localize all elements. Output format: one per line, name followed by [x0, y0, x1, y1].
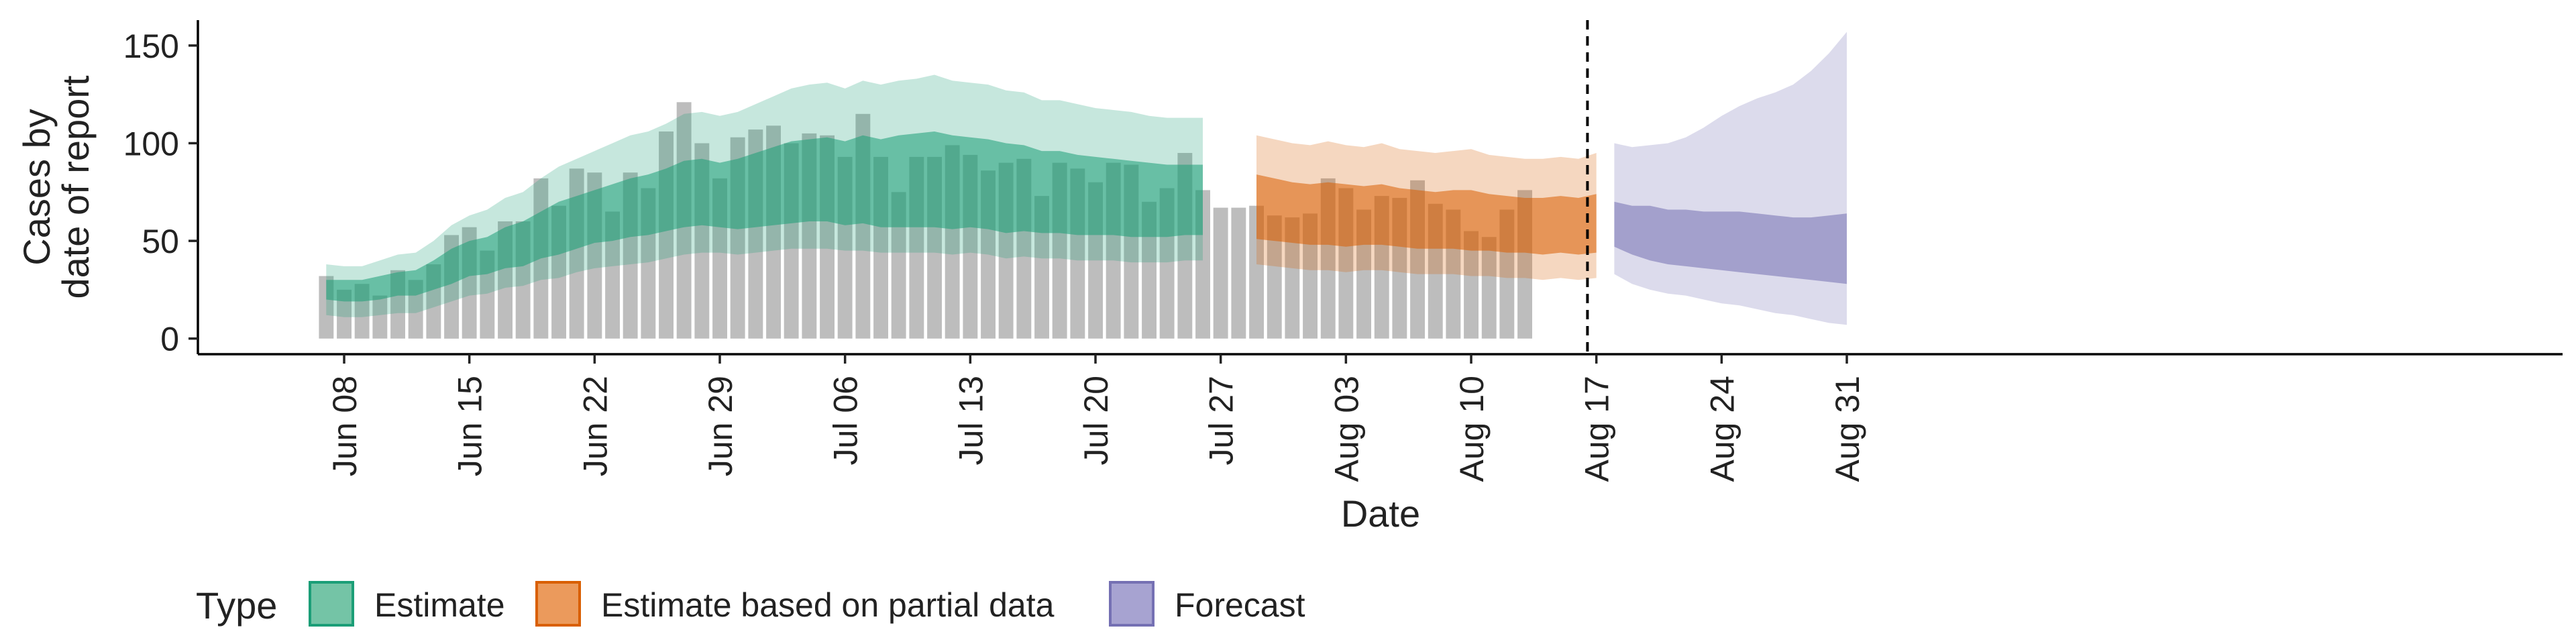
x-tick-label: Jul 13 [952, 376, 989, 465]
x-tick-label: Jul 27 [1203, 376, 1240, 465]
x-tick-label: Aug 31 [1829, 376, 1866, 482]
legend-title: Type [196, 584, 277, 627]
estimate-ribbons [326, 32, 1847, 325]
reported-cases-bar [372, 295, 388, 339]
forecast-inner-band [1614, 201, 1847, 284]
x-tick-label: Jul 20 [1077, 376, 1115, 465]
reported-cases-bar [1213, 207, 1228, 339]
x-axis-ticks: Jun 08 Jun 15 Jun 22 Jun 29 Jul 06 Jul 13 Jul … [326, 354, 1866, 482]
legend-label: Estimate [374, 586, 505, 624]
reported-cases-bar [337, 289, 352, 339]
legend-label: Forecast [1175, 586, 1305, 624]
y-axis-label-line-1: Cases by [15, 109, 58, 265]
estimate-partial-inner-band [1256, 174, 1597, 255]
x-tick-label: Jun 29 [702, 376, 739, 476]
y-tick-label: 100 [123, 125, 179, 162]
reported-cases-bar [1285, 217, 1300, 339]
x-tick-label: Aug 10 [1453, 376, 1491, 482]
forecast-outer-band [1614, 32, 1847, 325]
x-tick-label: Aug 03 [1328, 376, 1365, 482]
axes: 0 50 100 150 Jun 08 Jun 15 Jun 22 Jun 29 Jul 06… [123, 20, 2563, 482]
legend-swatch [1109, 581, 1155, 627]
reported-cases-bar [891, 192, 906, 339]
reported-cases-bar [605, 211, 620, 339]
legend-swatch [535, 581, 581, 627]
x-tick-label: Jul 06 [827, 376, 865, 465]
x-tick-label: Jun 08 [326, 376, 364, 476]
reported-cases-bar [1464, 231, 1479, 339]
legend: Type Estimate Estimate based on partial d… [196, 581, 1305, 627]
x-tick-label: Jun 15 [451, 376, 489, 476]
legend-swatch [309, 581, 354, 627]
y-tick-label: 0 [160, 321, 179, 358]
y-axis-ticks: 0 50 100 150 [123, 28, 198, 358]
y-tick-label: 50 [142, 223, 179, 260]
x-tick-label: Jun 22 [576, 376, 614, 476]
reported-cases-bar [1231, 207, 1246, 339]
legend-label: Estimate based on partial data [601, 586, 1055, 624]
x-tick-label: Aug 24 [1703, 376, 1741, 482]
x-axis-label: Date [1341, 492, 1420, 535]
estimate-inner-band [326, 131, 1203, 302]
reported-cases-bar [1267, 215, 1282, 339]
reported-cases-bar [1481, 237, 1497, 339]
y-tick-label: 150 [123, 28, 179, 65]
x-tick-label: Aug 17 [1578, 376, 1616, 482]
y-axis-label-line-2: date of report [54, 75, 97, 299]
